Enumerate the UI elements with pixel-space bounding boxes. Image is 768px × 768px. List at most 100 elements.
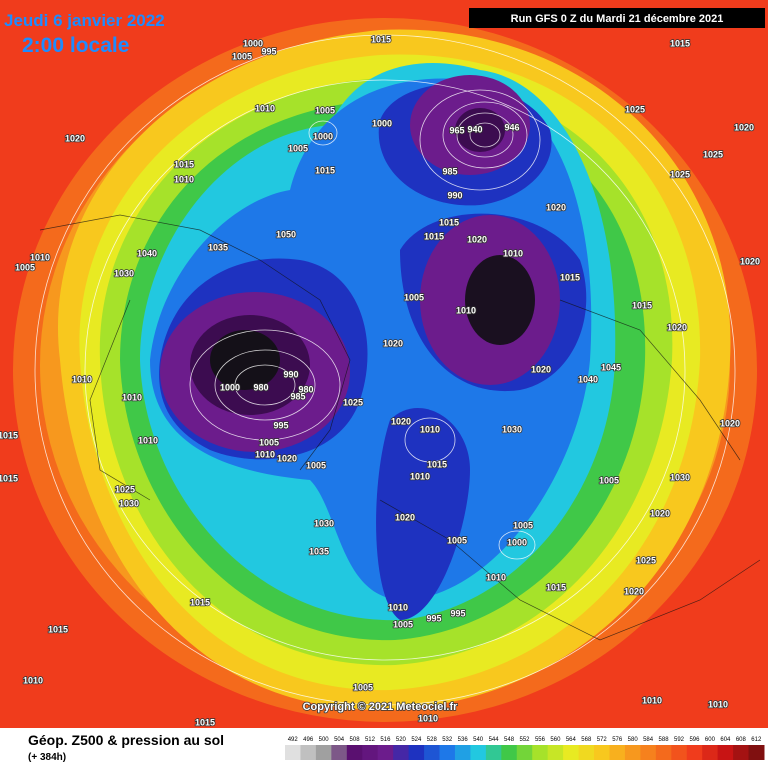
isobar-label: 1005 [232, 51, 252, 61]
scale-label: 588 [659, 737, 670, 743]
isobar-label: 1000 [507, 537, 527, 547]
isobar-label: 1025 [670, 169, 690, 179]
isobar-label: 995 [450, 608, 465, 618]
isobar-label: 1040 [578, 374, 598, 384]
isobar-label: 1010 [486, 572, 506, 582]
scale-label: 552 [519, 737, 530, 743]
scale-swatch [362, 745, 379, 760]
isobar-label: 1015 [371, 34, 391, 44]
isobar-label: 1005 [306, 460, 326, 470]
isobar-label: 1010 [72, 374, 92, 384]
scale-swatch [408, 745, 425, 760]
scale-label: 532 [442, 737, 453, 743]
legend-lead: (+ 384h) [28, 752, 66, 763]
scale-label: 564 [566, 737, 577, 743]
scale-label: 584 [643, 737, 654, 743]
scale-label: 536 [458, 737, 469, 743]
isobar-label: 1010 [30, 252, 50, 262]
scale-label: 496 [303, 737, 314, 743]
isobar-label: 1020 [383, 338, 403, 348]
isobar-label: 1030 [119, 498, 139, 508]
scale-swatch [748, 745, 765, 760]
scale-swatch [702, 745, 719, 760]
isobar-label: 1020 [546, 202, 566, 212]
scale-swatch [733, 745, 750, 760]
isobar-label: 1010 [420, 424, 440, 434]
isobar-label: 1015 [190, 597, 210, 607]
isobar-label: 990 [447, 190, 462, 200]
isobar-label: 995 [261, 46, 276, 56]
isobar-label: 1015 [0, 473, 18, 483]
time-text: 2:00 locale [22, 34, 129, 57]
isobar-label: 1015 [546, 582, 566, 592]
scale-swatch [300, 745, 317, 760]
isobar-label: 990 [283, 369, 298, 379]
scale-label: 504 [334, 737, 345, 743]
run-box [469, 8, 765, 28]
scale-swatch [315, 745, 332, 760]
scale-swatch [717, 745, 734, 760]
isobar-label: 1015 [427, 459, 447, 469]
scale-swatch [501, 745, 518, 760]
isobar-label: 1010 [122, 392, 142, 402]
scale-label: 592 [674, 737, 685, 743]
isobar-label: 1020 [734, 122, 754, 132]
isobar-label: 1015 [315, 165, 335, 175]
scale-swatch [640, 745, 657, 760]
scale-label: 604 [720, 737, 731, 743]
isobar-label: 1005 [393, 619, 413, 629]
isobar-label: 1005 [288, 143, 308, 153]
isobar-label: 1025 [343, 397, 363, 407]
scale-label: 540 [473, 737, 484, 743]
scale-label: 560 [550, 737, 561, 743]
scale-label: 572 [597, 737, 608, 743]
isobar-label: 1000 [243, 38, 263, 48]
scale-label: 612 [751, 737, 762, 743]
isobar-label: 1010 [503, 248, 523, 258]
scale-swatch [532, 745, 549, 760]
isobar-label: 1020 [467, 234, 487, 244]
date-text: Jeudi 6 janvier 2022 [4, 11, 165, 30]
isobar-label: 965 [449, 125, 464, 135]
scale-label: 576 [612, 737, 623, 743]
isobar-label: 1005 [513, 520, 533, 530]
scale-swatch [424, 745, 441, 760]
scale-swatch [578, 745, 595, 760]
isobar-label: 1015 [632, 300, 652, 310]
scale-label: 516 [380, 737, 391, 743]
map-background [0, 0, 768, 728]
scale-swatch [454, 745, 471, 760]
scale-label: 608 [736, 737, 747, 743]
scale-label: 520 [396, 737, 407, 743]
scale-label: 556 [535, 737, 546, 743]
isobar-label: 1020 [277, 453, 297, 463]
isobar-label: 940 [467, 124, 482, 134]
isobar-label: 1020 [624, 586, 644, 596]
isobar-label: 1010 [708, 699, 728, 709]
isobar-label: 1020 [65, 133, 85, 143]
isobar-label: 1030 [314, 518, 334, 528]
isobar-label: 1000 [372, 118, 392, 128]
isobar-label: 1010 [456, 305, 476, 315]
isobar-label: 1020 [720, 418, 740, 428]
isobar-label: 980 [298, 384, 313, 394]
scale-swatch [624, 745, 641, 760]
scale-label: 600 [705, 737, 716, 743]
scale-label: 568 [581, 737, 592, 743]
isobar-label: 1005 [599, 475, 619, 485]
scale-swatch [393, 745, 410, 760]
isobar-label: 1030 [502, 424, 522, 434]
isobar-label: 980 [253, 382, 268, 392]
isobar-label: 1035 [208, 242, 228, 252]
scale-swatch [331, 745, 348, 760]
scale-label: 524 [411, 737, 422, 743]
isobar-label: 1020 [650, 508, 670, 518]
scale-swatch [285, 745, 301, 760]
isobar-label: 1005 [259, 437, 279, 447]
isobar-label: 1045 [601, 362, 621, 372]
isobar-label: 1025 [703, 149, 723, 159]
isobar-label: 995 [426, 613, 441, 623]
isobar-label: 1030 [670, 472, 690, 482]
scale-label: 528 [427, 737, 438, 743]
isobar-label: 1010 [138, 435, 158, 445]
